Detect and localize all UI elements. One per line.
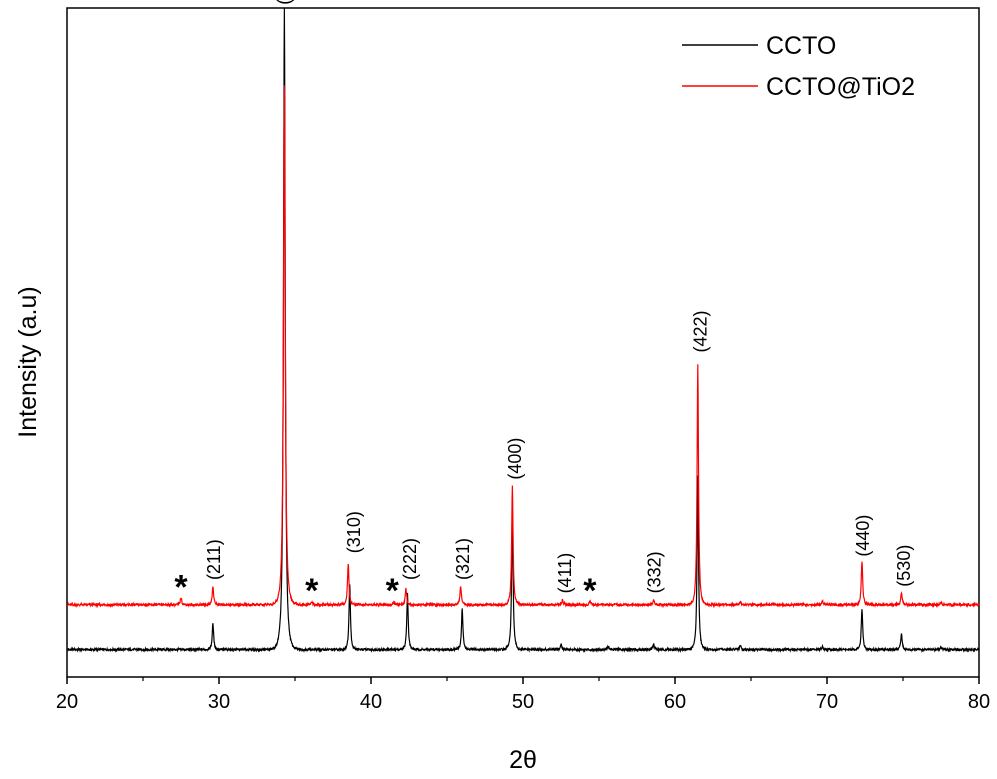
x-tick-label: 30: [208, 691, 230, 713]
peak-label: (400): [505, 438, 525, 480]
x-tick-label: 70: [816, 691, 838, 713]
x-tick-label: 80: [968, 691, 990, 713]
peak-label: (220): [274, 0, 294, 5]
series-line-ccto: [66, 7, 980, 654]
peak-label: (211): [204, 539, 224, 580]
y-axis-title: Intensity (a.u): [14, 286, 42, 437]
annotation-layer: (211) (220) (310) (222) (321) (400) (411) (332)…: [174, 0, 914, 610]
series-line-ccto-tio2: [66, 85, 980, 609]
impurity-star-marker: *: [174, 569, 188, 607]
x-tick-label: 60: [664, 691, 686, 713]
x-axis-ticks: 20 30 40 50 60 70 80: [56, 677, 990, 713]
x-tick-label: 50: [512, 691, 534, 713]
x-axis-title: 2θ: [509, 746, 537, 774]
peak-label: (310): [344, 511, 364, 553]
peak-label: (440): [853, 515, 873, 557]
impurity-star-marker: *: [583, 572, 597, 610]
impurity-star-marker: *: [305, 572, 319, 610]
legend: CCTO CCTO@TiO2: [682, 32, 915, 101]
peak-label: (321): [453, 538, 473, 580]
peak-label: (422): [690, 310, 710, 352]
legend-label-ccto: CCTO: [766, 32, 836, 60]
peak-label: (332): [645, 551, 665, 593]
peak-label: (530): [894, 545, 914, 587]
legend-label-ccto-tio2: CCTO@TiO2: [766, 73, 915, 101]
impurity-star-marker: *: [386, 572, 400, 610]
x-tick-label: 20: [56, 691, 78, 713]
peak-label: (222): [400, 538, 420, 580]
x-tick-label: 40: [360, 691, 382, 713]
peak-label: (411): [555, 553, 575, 594]
series-layer: [66, 7, 980, 654]
